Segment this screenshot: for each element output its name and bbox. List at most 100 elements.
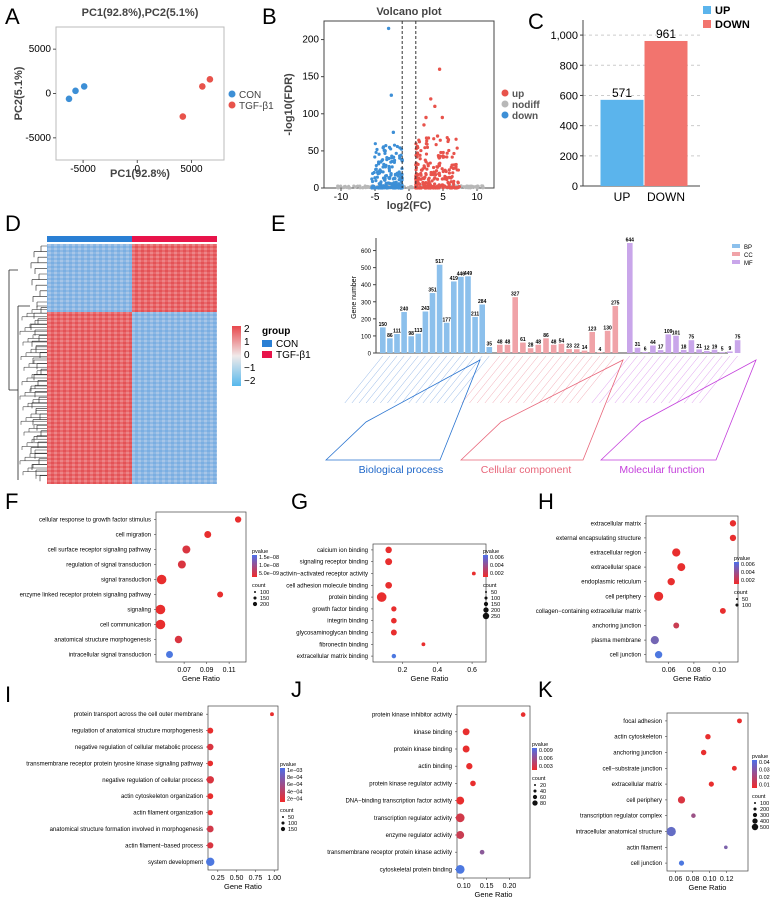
deg-count-bar-chart: 0 200 400 600 800 1,000 571 UP 961 DOWN UP DOWN [550, 5, 749, 204]
term-label: cell surface receptor signaling pathway [48, 548, 151, 554]
down-point [373, 176, 377, 180]
legend-title: count [280, 808, 294, 814]
legend-label: TGF-β1 [276, 350, 311, 361]
x-axis-label: Gene Ratio [689, 883, 727, 892]
y-tick-label: 100 [302, 109, 319, 120]
bar-value-label: 75 [689, 335, 695, 341]
term-label-stroke [387, 355, 426, 404]
count-tick-label: 50 [491, 590, 497, 596]
up-point [445, 185, 450, 189]
nodiff-point [342, 185, 346, 189]
x-tick-label: 0.07 [177, 667, 191, 674]
x-axis-label: Gene Ratio [411, 674, 449, 683]
term-label: actin binding [418, 764, 452, 770]
dendrogram-branch [8, 269, 30, 480]
nodiff-point [358, 184, 362, 188]
term-label-stroke [469, 355, 508, 404]
y-tick-label: 500 [361, 266, 372, 272]
go-bar-cc [512, 297, 518, 353]
term-label-stroke [607, 355, 646, 404]
y-tick-label: 100 [361, 334, 372, 340]
count-legend-dot [281, 821, 285, 825]
go-bar-bp [380, 327, 386, 353]
legend-label: nodiff [512, 100, 540, 111]
count-legend-dot [532, 800, 538, 806]
term-label-stroke [630, 355, 669, 404]
x-axis-label: Gene Ratio [224, 882, 262, 891]
pca-plot: -5000 0 5000 -5000 0 5000 PC1(92.8%),PC2(5.1%)… [13, 7, 274, 180]
term-dot [650, 635, 659, 645]
term-label: regulation of anatomical structure morph… [72, 729, 203, 735]
dendrogram-branch [40, 307, 47, 314]
dendrogram-branch [40, 245, 47, 252]
x-tick-label: 0.10 [703, 876, 717, 883]
bar-value-label: 54 [559, 338, 565, 344]
count-legend-dot [482, 612, 490, 620]
nodiff-point [481, 186, 485, 190]
bar-value-label: 61 [520, 337, 526, 343]
term-label-stroke [351, 355, 391, 404]
term-label: calcium ion binding [317, 548, 368, 554]
up-point [424, 115, 428, 120]
bar-down [644, 40, 688, 186]
down-point [394, 151, 398, 155]
dendrogram-branch [38, 458, 47, 465]
term-label-stroke [668, 355, 707, 404]
term-dot [270, 712, 274, 717]
term-dot [456, 796, 465, 805]
go-bar-mf [680, 349, 687, 353]
dendrogram-branch [20, 420, 47, 425]
volcano-plot: Volcano plot-10 -5 0 5 10050100150200log2(FC… [283, 6, 540, 212]
dotplot-G: calcium ion binding signaling receptor bi… [280, 543, 504, 683]
up-point [450, 163, 455, 167]
panel-label-E: E [271, 211, 286, 236]
group-bar-con [47, 236, 132, 242]
y-tick-label: 0 [313, 183, 319, 194]
count-tick-label: 150 [260, 596, 269, 602]
count-tick-label: 200 [491, 608, 500, 614]
count-legend-dot [753, 807, 757, 811]
heat-block-con-low [47, 244, 132, 312]
down-point [389, 147, 393, 151]
count-tick-label: 250 [491, 614, 500, 620]
up-point [437, 67, 442, 71]
x-tick-label: 0.06 [662, 667, 676, 674]
term-dot [206, 825, 214, 833]
y-axis-label: -log10(FDR) [283, 73, 295, 136]
pvalue-scale [483, 555, 488, 577]
pvalue-tick-label: 0.006 [539, 756, 553, 762]
pvalue-scale [532, 748, 537, 770]
bar-value-label: 571 [612, 86, 632, 100]
dendrogram-branch [26, 442, 47, 447]
down-point [375, 175, 379, 179]
down-point [374, 163, 378, 168]
term-label: kinase binding [414, 730, 452, 736]
term-dot [391, 606, 397, 612]
down-point [370, 179, 375, 184]
pvalue-tick-label: 1.0e−08 [259, 563, 279, 569]
go-bar-mf [657, 350, 664, 353]
up-point [435, 165, 439, 169]
term-label: actin cytoskeleton [614, 735, 662, 741]
dendrogram-branch [20, 356, 47, 360]
color-scale-label: 1 [244, 337, 250, 348]
down-point [397, 178, 401, 182]
dendrogram-branch [29, 323, 47, 328]
term-dot [677, 796, 686, 804]
color-scale-label: −1 [244, 363, 256, 374]
count-legend-dot [483, 601, 489, 607]
count-tick-label: 50 [742, 597, 748, 603]
plot-frame [645, 515, 739, 663]
term-label-stroke [554, 355, 593, 404]
bar-value-label: 243 [421, 306, 430, 312]
count-tick-label: 500 [760, 825, 769, 831]
up-point [428, 161, 432, 165]
group-label: Biological process [359, 464, 444, 476]
up-point [450, 155, 454, 159]
bar-value-label: 48 [505, 339, 511, 345]
up-point [431, 184, 435, 188]
dendrogram-branch [39, 290, 47, 297]
term-label: cellular response to growth factor stimu… [39, 518, 151, 524]
pvalue-scale [252, 555, 257, 577]
count-legend-dot [533, 789, 537, 793]
